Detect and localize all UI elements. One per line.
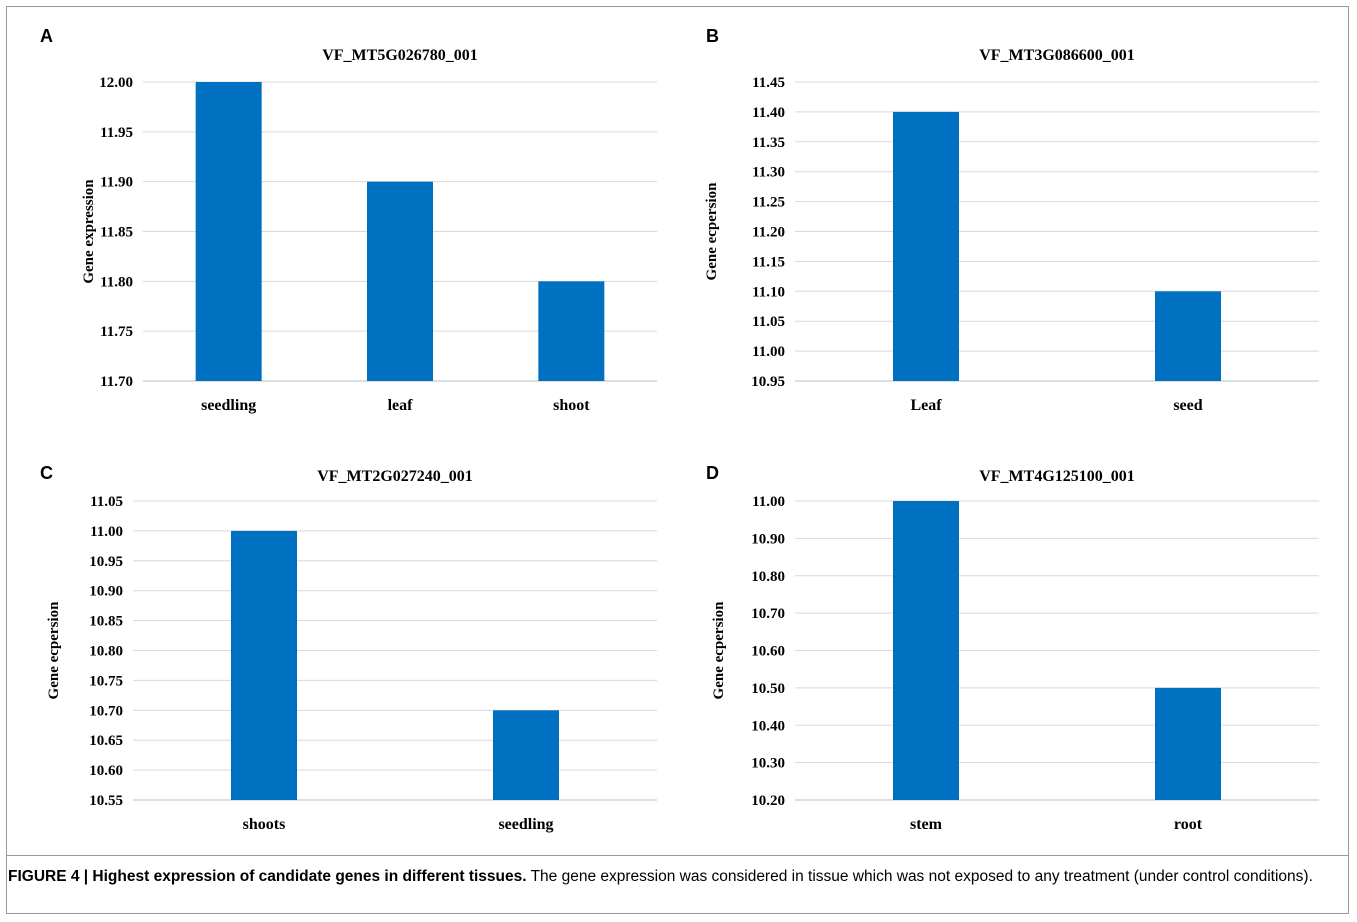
panel-letter: C	[40, 463, 53, 483]
y-tick-label: 12.00	[99, 75, 133, 91]
category-label: stem	[910, 816, 943, 833]
caption-divider	[7, 855, 1348, 856]
y-tick-label: 10.90	[89, 584, 123, 600]
category-label: root	[1174, 816, 1203, 833]
chart-title: VF_MT3G086600_001	[979, 47, 1135, 64]
category-label: seed	[1173, 397, 1202, 414]
category-label: leaf	[388, 397, 414, 414]
y-tick-label: 11.10	[752, 284, 785, 300]
y-axis-title: Gene ecpersion	[711, 601, 727, 700]
bar-root	[1155, 687, 1221, 800]
y-tick-label: 10.95	[89, 554, 123, 570]
y-tick-label: 11.70	[100, 374, 133, 390]
category-label: seedling	[498, 816, 553, 833]
y-tick-label: 10.30	[751, 756, 785, 772]
y-tick-label: 10.60	[751, 644, 785, 660]
y-tick-label: 10.55	[89, 793, 123, 809]
y-tick-label: 11.20	[752, 225, 785, 241]
bar-leaf	[367, 181, 433, 381]
bar-shoot	[538, 281, 605, 381]
figure-caption: FIGURE 4 | Highest expression of candida…	[8, 866, 1343, 888]
y-tick-label: 11.80	[100, 274, 133, 290]
y-axis-title: Gene ecpersion	[46, 601, 62, 700]
y-tick-label: 11.05	[752, 314, 785, 330]
y-tick-label: 10.40	[751, 718, 785, 734]
y-tick-label: 10.75	[89, 673, 123, 689]
y-tick-label: 11.95	[100, 125, 133, 141]
panel-letter: A	[40, 26, 53, 46]
figure-charts: A VF_MT5G026780_001 11.70 11.75 11.80 11.85 11…	[40, 26, 1319, 833]
bar-leaf	[893, 111, 959, 382]
category-label: Leaf	[910, 397, 942, 414]
chart-title: VF_MT2G027240_001	[317, 468, 473, 485]
y-tick-label: 10.90	[751, 531, 785, 547]
bar-seedling	[195, 82, 262, 381]
y-tick-label: 10.85	[89, 614, 123, 630]
bar-shoots	[231, 530, 297, 800]
y-tick-label: 11.75	[100, 324, 133, 340]
chart-panel-d: D VF_MT4G125100_001 10.20 10.30 10.40 10.50 10…	[706, 463, 1319, 833]
y-tick-label: 10.80	[751, 569, 785, 585]
y-tick-label: 11.00	[90, 524, 123, 540]
y-tick-label: 11.85	[100, 225, 133, 241]
panel-letter: D	[706, 463, 719, 483]
chart-title: VF_MT5G026780_001	[322, 47, 478, 64]
y-tick-label: 11.00	[752, 344, 785, 360]
y-tick-label: 10.65	[89, 733, 123, 749]
category-label: seedling	[201, 397, 256, 414]
y-axis-title: Gene ecpersion	[704, 182, 720, 281]
y-tick-label: 11.15	[752, 254, 785, 270]
chart-panel-c: C VF_MT2G027240_001 10.55 10.60 10.65 10.70 10…	[40, 463, 657, 833]
chart-panel-a: A VF_MT5G026780_001 11.70 11.75 11.80 11.85 11…	[40, 26, 657, 414]
y-tick-label: 10.95	[751, 374, 785, 390]
y-tick-label: 11.25	[752, 195, 785, 211]
bar-stem	[893, 501, 959, 800]
y-tick-label: 11.90	[100, 175, 133, 191]
bar-seedling	[493, 710, 559, 800]
chart-panel-b: B VF_MT3G086600_001 10.95 11.00 11.05 11.10 11…	[704, 26, 1319, 414]
y-tick-label: 10.50	[751, 681, 785, 697]
y-tick-label: 10.20	[751, 793, 785, 809]
y-tick-label: 11.05	[90, 494, 123, 510]
chart-title: VF_MT4G125100_001	[979, 468, 1135, 485]
y-tick-label: 10.70	[751, 606, 785, 622]
y-tick-label: 11.00	[752, 494, 785, 510]
bar-seed	[1155, 291, 1221, 381]
y-tick-label: 10.70	[89, 703, 123, 719]
y-tick-label: 10.60	[89, 763, 123, 779]
y-tick-label: 11.40	[752, 105, 785, 121]
category-label: shoot	[553, 397, 590, 414]
panel-letter: B	[706, 26, 719, 46]
y-tick-label: 10.80	[89, 644, 123, 660]
y-axis-title: Gene expression	[81, 179, 97, 284]
y-tick-label: 11.35	[752, 135, 785, 151]
caption-text: The gene expression was considered in ti…	[526, 868, 1313, 885]
category-label: shoots	[243, 816, 286, 833]
y-tick-label: 11.45	[752, 75, 785, 91]
y-tick-label: 11.30	[752, 165, 785, 181]
caption-title: FIGURE 4 | Highest expression of candida…	[8, 868, 527, 885]
